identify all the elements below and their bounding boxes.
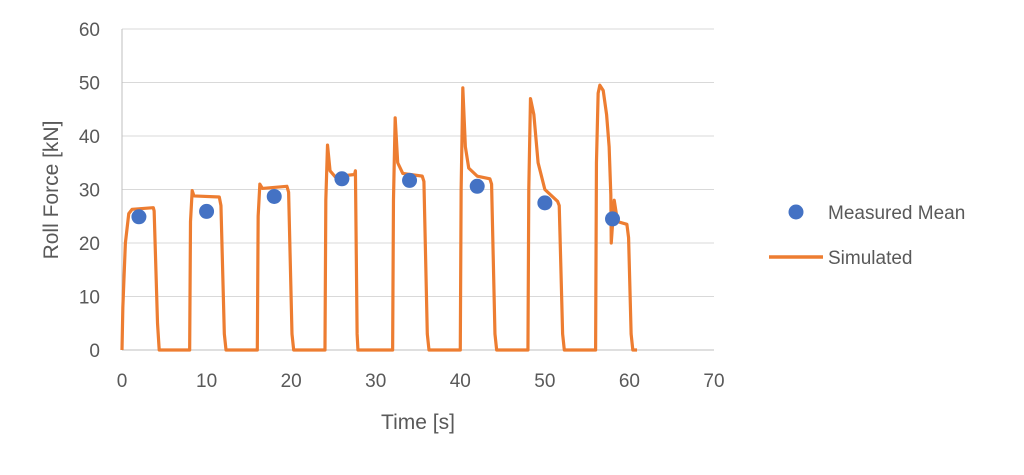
y-tick-label: 0 [89, 341, 100, 362]
x-tick-label: 40 [450, 371, 471, 392]
data-point-measured-mean [199, 203, 215, 219]
data-point-measured-mean [469, 178, 485, 194]
scatter-series [131, 171, 621, 227]
x-tick-label: 60 [619, 371, 640, 392]
data-point-measured-mean [266, 188, 282, 204]
data-point-measured-mean [334, 171, 350, 187]
y-tick-label: 10 [79, 288, 100, 309]
grid [122, 28, 714, 297]
y-tick-label: 20 [79, 234, 100, 255]
series-line-simulated [120, 83, 638, 352]
y-tick-label: 60 [79, 20, 100, 41]
x-tick-label: 0 [117, 371, 128, 392]
y-tick-labels: 0 10 20 30 40 50 60 [79, 20, 100, 362]
data-point-measured-mean [537, 195, 553, 211]
x-tick-labels: 0 10 20 30 40 50 60 70 [117, 371, 725, 392]
y-tick-label: 50 [79, 74, 100, 95]
y-tick-label: 40 [79, 127, 100, 148]
legend-label-simulated: Simulated [828, 248, 913, 269]
x-tick-label: 20 [281, 371, 302, 392]
data-point-measured-mean [131, 209, 147, 225]
x-tick-label: 30 [365, 371, 386, 392]
line-series [120, 83, 638, 352]
legend: Measured Mean Simulated [769, 203, 965, 269]
legend-marker-measured-mean [788, 204, 804, 220]
x-tick-label: 70 [703, 371, 724, 392]
x-axis-title: Time [s] [381, 411, 455, 434]
legend-label-measured-mean: Measured Mean [828, 203, 965, 224]
data-point-measured-mean [402, 172, 418, 188]
y-axis-title: Roll Force [kN] [40, 121, 63, 260]
x-tick-label: 50 [534, 371, 555, 392]
data-point-measured-mean [605, 211, 621, 227]
x-tick-label: 10 [196, 371, 217, 392]
y-tick-label: 30 [79, 181, 100, 202]
